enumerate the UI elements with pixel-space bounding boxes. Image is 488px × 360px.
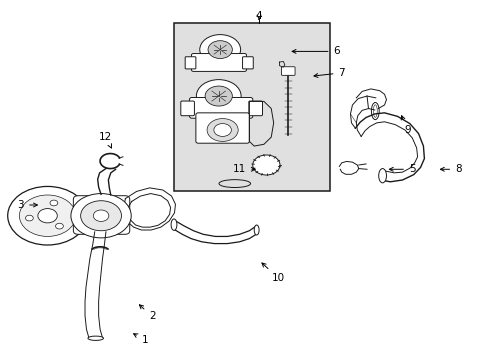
Circle shape [20, 195, 76, 237]
FancyBboxPatch shape [181, 101, 194, 116]
Circle shape [213, 123, 231, 136]
Circle shape [50, 200, 58, 206]
Circle shape [204, 86, 232, 106]
Text: 12: 12 [99, 132, 112, 148]
Ellipse shape [254, 225, 259, 235]
Circle shape [93, 210, 109, 221]
Circle shape [207, 41, 232, 59]
Circle shape [206, 118, 238, 141]
Text: 7: 7 [313, 68, 345, 78]
FancyBboxPatch shape [242, 57, 253, 69]
Text: 1: 1 [133, 334, 148, 345]
FancyBboxPatch shape [185, 57, 196, 69]
FancyBboxPatch shape [191, 54, 246, 71]
Circle shape [200, 35, 240, 64]
Text: 10: 10 [262, 263, 285, 283]
Circle shape [252, 155, 280, 175]
Circle shape [56, 223, 63, 229]
FancyBboxPatch shape [189, 98, 252, 118]
Ellipse shape [88, 336, 103, 341]
Text: 9: 9 [400, 116, 410, 135]
Circle shape [81, 201, 121, 231]
Circle shape [196, 80, 241, 112]
Circle shape [38, 208, 57, 223]
FancyBboxPatch shape [174, 23, 329, 191]
Text: 8: 8 [440, 164, 461, 174]
FancyBboxPatch shape [248, 101, 262, 116]
Circle shape [71, 194, 131, 238]
Text: 5: 5 [388, 164, 415, 174]
Text: 6: 6 [291, 46, 340, 57]
Text: 3: 3 [18, 200, 37, 210]
FancyBboxPatch shape [196, 113, 249, 143]
FancyBboxPatch shape [73, 196, 129, 234]
Text: 2: 2 [139, 305, 155, 321]
FancyBboxPatch shape [281, 67, 294, 75]
Circle shape [25, 215, 33, 221]
Circle shape [8, 186, 87, 245]
Ellipse shape [171, 219, 177, 230]
Text: 4: 4 [255, 12, 262, 21]
Ellipse shape [378, 168, 386, 183]
Text: 11: 11 [233, 164, 255, 174]
